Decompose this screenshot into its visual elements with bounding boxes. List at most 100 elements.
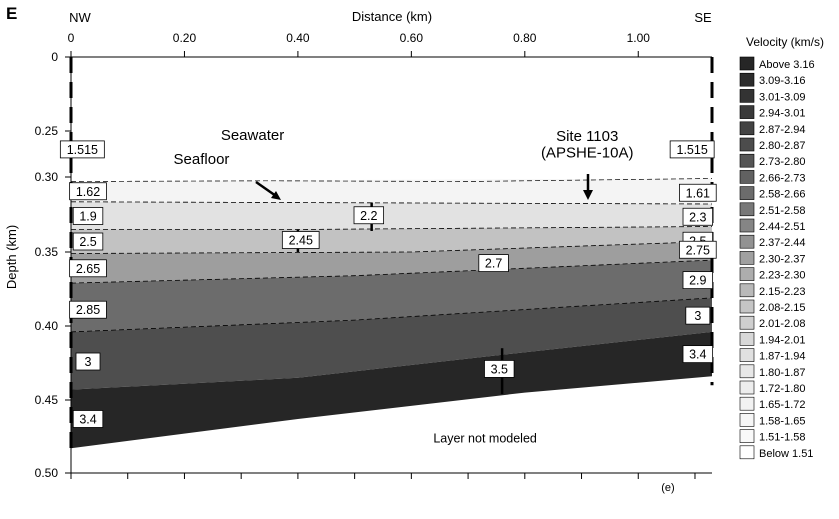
legend-swatch bbox=[739, 218, 755, 233]
x-tick-label: 0.20 bbox=[173, 31, 197, 45]
y-tick-label: 0.30 bbox=[35, 170, 59, 184]
legend-entry: 2.73-2.80 bbox=[739, 153, 805, 168]
legend-entry: Above 3.16 bbox=[739, 56, 815, 71]
velocity-label-box bbox=[281, 231, 320, 249]
legend-swatch bbox=[739, 283, 755, 298]
legend-swatch bbox=[739, 445, 755, 460]
velocity-label-text: 1.61 bbox=[686, 186, 710, 200]
velocity-label-box bbox=[682, 345, 714, 364]
legend-entry: 2.80-2.87 bbox=[739, 137, 805, 152]
legend-label: 2.73-2.80 bbox=[759, 156, 805, 168]
legend-swatch bbox=[739, 202, 755, 217]
velocity-label-text: 2.9 bbox=[689, 274, 706, 288]
velocity-label-box bbox=[478, 254, 509, 273]
nw-label: NW bbox=[69, 10, 91, 25]
velocity-label-box bbox=[669, 140, 715, 159]
legend-swatch bbox=[739, 105, 755, 119]
velocity-label-text: 2.7 bbox=[485, 257, 502, 271]
legend-entry: 2.08-2.15 bbox=[739, 299, 805, 314]
velocity-label: 1.61 bbox=[679, 183, 717, 202]
velocity-label-text: 2.65 bbox=[76, 262, 100, 276]
legend-entry: 1.80-1.87 bbox=[739, 364, 805, 379]
y-tick-label: 0.35 bbox=[35, 245, 59, 259]
velocity-label-text: 2.5 bbox=[79, 235, 96, 249]
velocity-label: 2.7 bbox=[478, 254, 509, 273]
legend-label: 1.72-1.80 bbox=[759, 383, 805, 395]
panel-tag: (e) bbox=[661, 482, 674, 494]
velocity-label: 1.62 bbox=[69, 182, 107, 201]
velocity-label: 2.5 bbox=[72, 232, 104, 251]
legend-label: 2.80-2.87 bbox=[759, 140, 805, 152]
legend-label: 1.94-2.01 bbox=[759, 334, 805, 346]
interface-line-5 bbox=[70, 259, 713, 284]
velocity-label-text: 3 bbox=[694, 309, 701, 323]
velocity-label-box bbox=[72, 232, 104, 251]
velocity-label: 2.2 bbox=[353, 206, 385, 225]
annotation-text: Site 1103 bbox=[556, 128, 618, 145]
velocity-label-text: 3 bbox=[85, 355, 92, 369]
legend-swatch bbox=[739, 56, 755, 71]
legend-swatch bbox=[739, 429, 755, 443]
axes: 0 0.20 0.40 0.60 0.80 1.00 0 0.25 0.30 0.35 0.40 0.… bbox=[35, 31, 712, 480]
legend-label: 2.87-2.94 bbox=[759, 124, 805, 136]
velocity-labels: 1.5151.5151.621.611.92.22.32.52.452.52.7… bbox=[59, 140, 717, 428]
annotations: Seawater Seafloor Site 1103(APSHE-10A) Laye… bbox=[174, 127, 634, 445]
legend-label: 2.94-3.01 bbox=[759, 108, 805, 120]
velocity-label-text: 3.5 bbox=[491, 362, 508, 376]
legend-label: 1.80-1.87 bbox=[759, 367, 805, 379]
legend-entry: 3.09-3.16 bbox=[739, 72, 805, 87]
legend-swatch bbox=[739, 153, 755, 168]
legend-title: Velocity (km/s) bbox=[746, 35, 824, 49]
velocity-label-box bbox=[69, 182, 107, 201]
x-tick-label: 0.80 bbox=[513, 31, 537, 45]
annotation-text: Seawater bbox=[221, 127, 284, 144]
y-axis-title: Depth (km) bbox=[4, 225, 19, 289]
velocity-layers bbox=[71, 178, 712, 449]
legend-entry: 1.72-1.80 bbox=[739, 380, 805, 395]
legend-label: 2.15-2.23 bbox=[759, 286, 805, 298]
panel-letter: E bbox=[6, 4, 17, 23]
velocity-label-box bbox=[679, 183, 717, 202]
legend-label: 2.01-2.08 bbox=[759, 318, 805, 330]
velocity-label: 2.9 bbox=[682, 271, 714, 290]
legend-swatch bbox=[739, 396, 755, 411]
layer-interfaces bbox=[70, 178, 713, 333]
velocity-label-text: 3.4 bbox=[79, 412, 96, 426]
x-axis-title: Distance (km) bbox=[352, 9, 432, 24]
se-label: SE bbox=[694, 10, 712, 25]
velocity-label: 1.515 bbox=[669, 140, 715, 159]
velocity-label: 1.9 bbox=[72, 207, 104, 225]
interface-line-6 bbox=[70, 297, 713, 333]
legend: Above 3.16 3.09-3.16 3.01-3.09 2.94-3.01 2.8… bbox=[739, 56, 815, 460]
legend-entry: 1.58-1.65 bbox=[739, 413, 805, 427]
velocity-label-box bbox=[682, 271, 714, 290]
x-tick-label: 0.60 bbox=[400, 31, 424, 45]
legend-entry: Below 1.51 bbox=[739, 445, 813, 460]
legend-entry: 2.01-2.08 bbox=[739, 315, 805, 330]
legend-swatch bbox=[739, 348, 755, 362]
y-tick-label: 0.50 bbox=[35, 466, 59, 480]
legend-swatch bbox=[739, 186, 755, 200]
annotation-text: (APSHE-10A) bbox=[541, 145, 634, 162]
legend-label: 1.87-1.94 bbox=[759, 351, 805, 363]
legend-label: 2.30-2.37 bbox=[759, 253, 805, 265]
legend-label: Below 1.51 bbox=[759, 448, 813, 460]
legend-swatch bbox=[739, 234, 755, 249]
legend-entry: 2.23-2.30 bbox=[739, 267, 805, 282]
velocity-label: 3 bbox=[685, 306, 711, 325]
legend-label: 2.37-2.44 bbox=[759, 237, 805, 249]
annotation-text: Layer not modeled bbox=[433, 431, 537, 445]
seafloor-arrow bbox=[255, 180, 277, 198]
legend-entry: 2.51-2.58 bbox=[739, 202, 805, 217]
y-tick-label: 0 bbox=[51, 50, 58, 64]
legend-entry: 2.94-3.01 bbox=[739, 105, 805, 120]
velocity-label-text: 1.9 bbox=[79, 210, 96, 224]
interface-line-1 bbox=[70, 178, 713, 182]
y-tick-label: 0.25 bbox=[35, 124, 59, 138]
legend-entry: 2.44-2.51 bbox=[739, 218, 805, 233]
velocity-label-box bbox=[679, 240, 717, 259]
velocity-label-box bbox=[69, 259, 107, 278]
y-tick-label: 0.45 bbox=[35, 393, 59, 407]
velocity-layer-5 bbox=[71, 260, 712, 332]
